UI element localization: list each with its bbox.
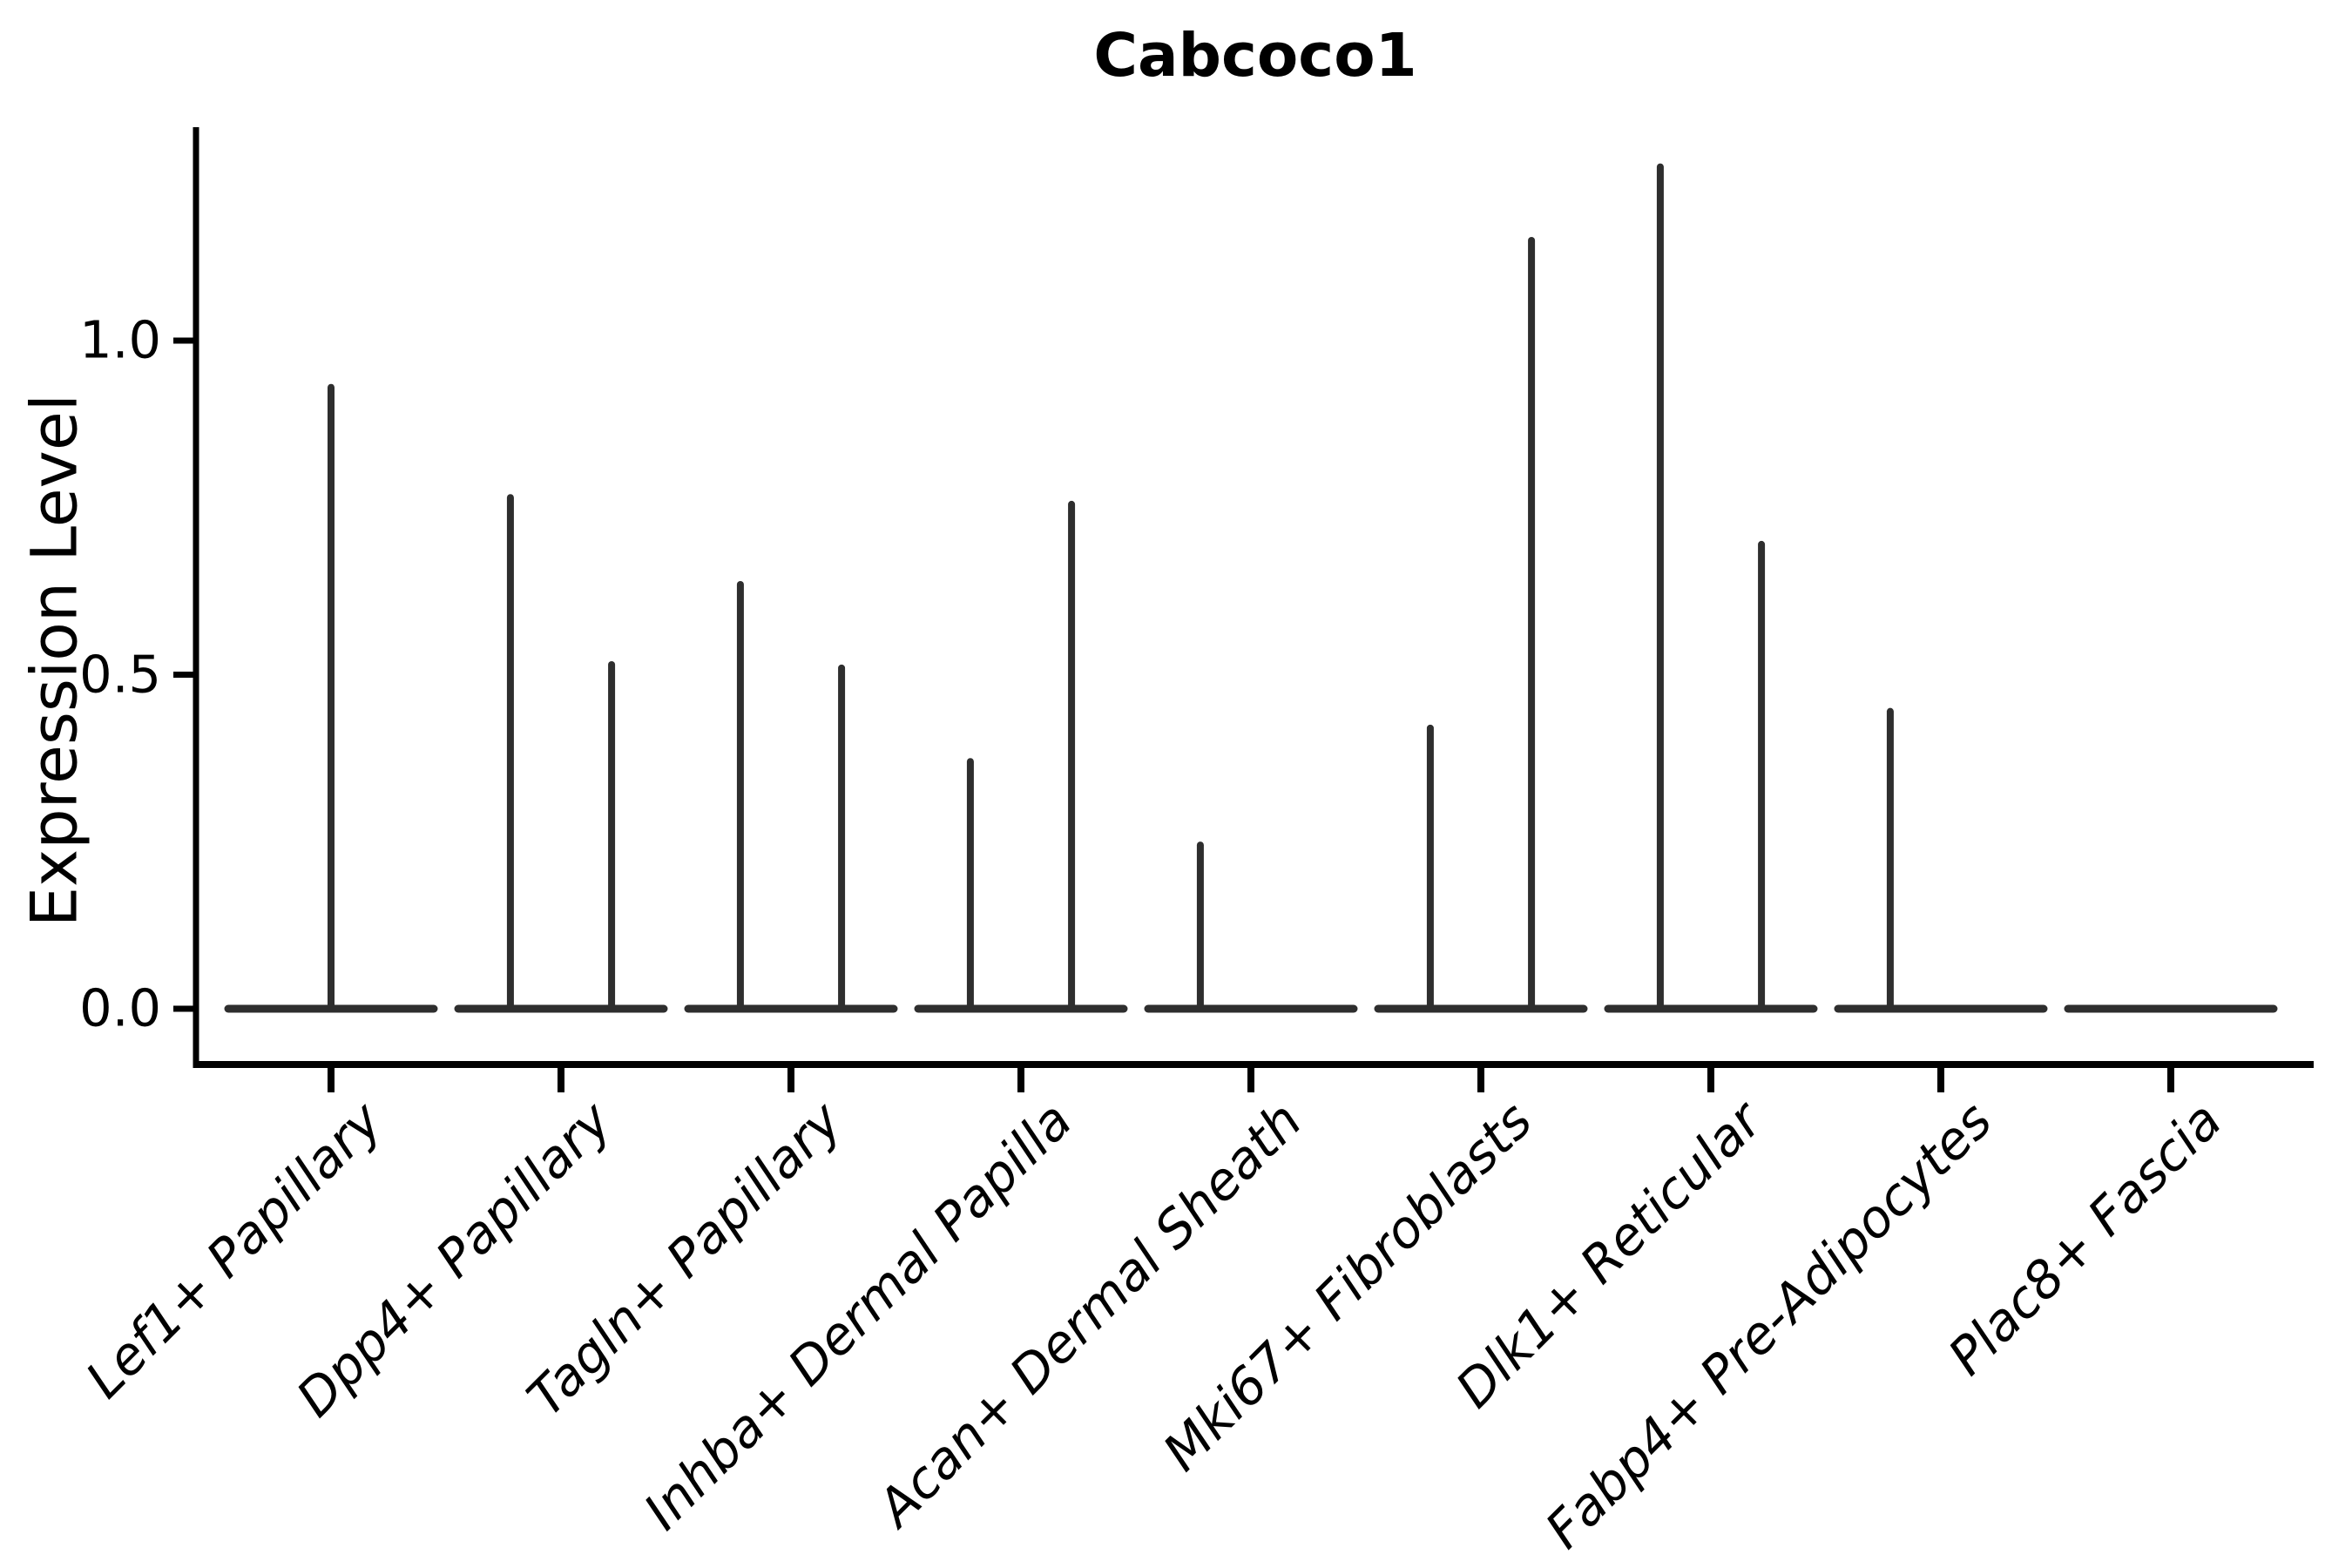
y-tick-label: 1.0	[79, 309, 161, 370]
y-axis-label: Expression Level	[17, 393, 92, 928]
y-tick-label: 0.5	[79, 643, 161, 704]
chart-title: Cabcoco1	[1093, 21, 1417, 91]
y-tick-label: 0.0	[79, 977, 161, 1038]
